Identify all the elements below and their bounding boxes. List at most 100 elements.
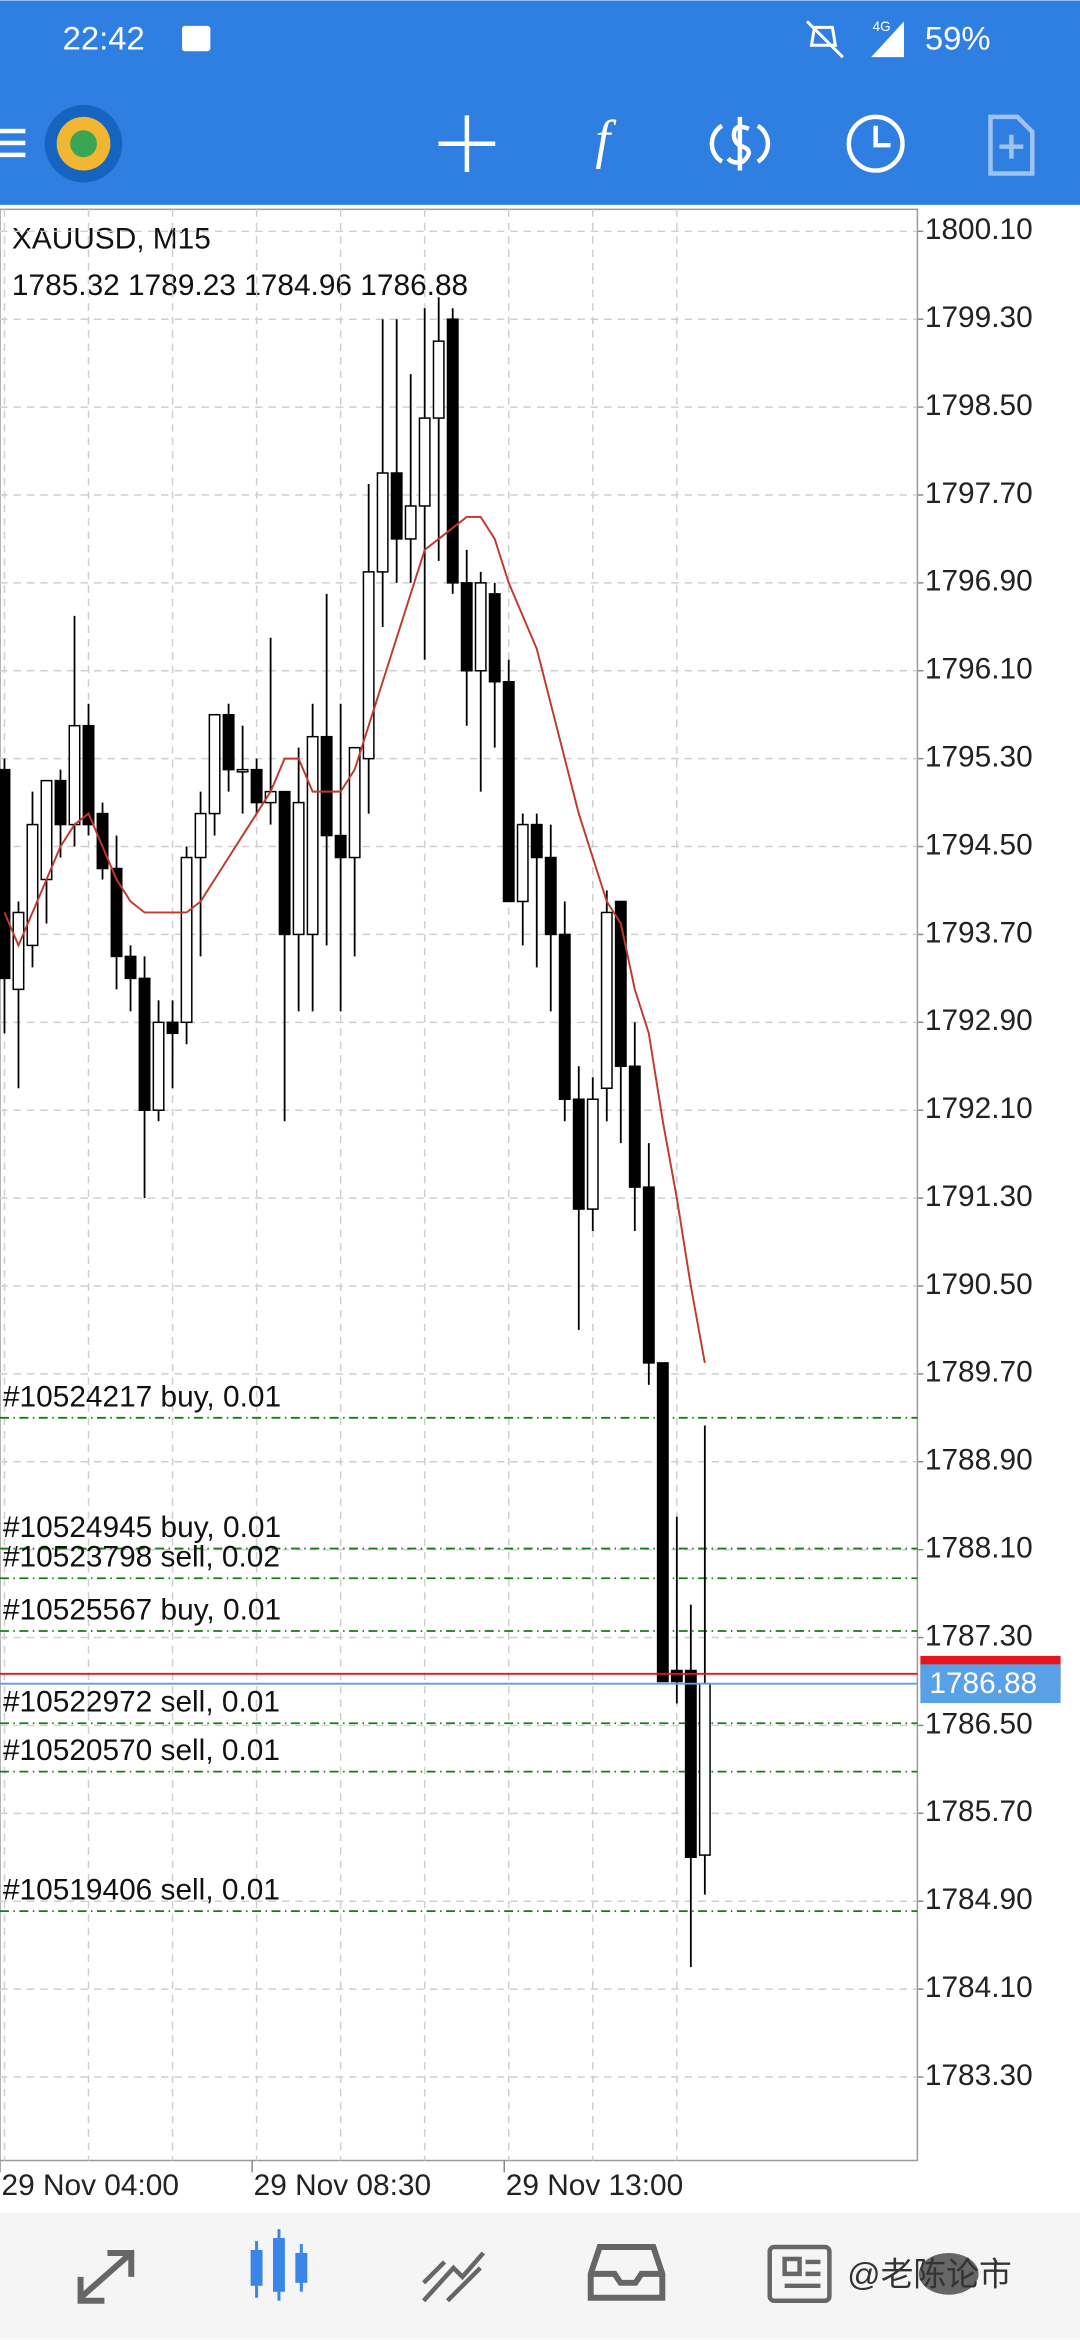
candle-body	[0, 768, 11, 980]
trade-button[interactable]	[709, 116, 771, 171]
x-tick-label: 29 Nov 04:00	[1, 2169, 178, 2202]
history-button[interactable]	[846, 114, 905, 173]
order-label: #10524217 buy, 0.01	[3, 1380, 281, 1413]
candle-body	[334, 834, 347, 859]
order-label: #10525567 buy, 0.01	[3, 1593, 281, 1626]
messages-tab[interactable]	[918, 2252, 979, 2295]
new-order-button[interactable]	[988, 114, 1035, 176]
candle-body	[292, 801, 305, 936]
app-header	[0, 0, 1080, 205]
ohlc-low: 1784.96	[244, 269, 352, 302]
candle-body	[362, 571, 375, 760]
app-logo[interactable]	[44, 104, 123, 183]
candle-body	[68, 724, 81, 826]
candle-body	[222, 713, 235, 771]
candle-body	[530, 823, 543, 859]
candle-body	[642, 1186, 655, 1364]
news-tab[interactable]	[767, 2244, 832, 2303]
ohlc-close: 1786.88	[360, 269, 468, 302]
order-label: #10520570 sell, 0.01	[3, 1734, 280, 1767]
y-tick-label: 1790.50	[925, 1268, 1033, 1301]
candle-body	[474, 582, 487, 672]
candle-body	[628, 1065, 641, 1188]
quotes-tab[interactable]	[77, 2250, 135, 2304]
candle-body	[278, 790, 291, 936]
candle-body	[614, 900, 627, 1068]
crosshair-button[interactable]	[438, 115, 496, 173]
y-tick-label: 1784.90	[925, 1883, 1033, 1916]
x-tick-label: 29 Nov 08:30	[254, 2169, 431, 2202]
candle-body	[586, 1098, 599, 1210]
y-tick-label: 1792.10	[925, 1092, 1033, 1125]
y-tick-label: 1789.70	[925, 1356, 1033, 1389]
candle-body	[110, 867, 123, 958]
trade-tab[interactable]	[421, 2251, 485, 2303]
y-tick-label: 1800.10	[925, 213, 1033, 246]
candle-body	[376, 472, 389, 573]
y-tick-label: 1788.10	[925, 1532, 1033, 1565]
candle-body	[670, 1669, 683, 1683]
candle-body	[26, 823, 39, 947]
candle-body	[208, 713, 221, 815]
gallery-icon	[181, 25, 211, 52]
network-type: 4G	[873, 19, 891, 34]
candle-body	[152, 1021, 165, 1111]
candle-body	[558, 933, 571, 1100]
y-tick-label: 1783.30	[925, 2059, 1033, 2092]
bid-marker	[920, 1664, 1061, 1704]
battery-level: 59%	[925, 19, 991, 56]
chart-title: XAUUSD, M15	[12, 223, 211, 256]
candle-body	[54, 779, 67, 826]
y-tick-label: 1785.70	[925, 1795, 1033, 1828]
candle-body	[82, 724, 95, 826]
y-tick-label: 1791.30	[925, 1180, 1033, 1213]
candle-body	[306, 735, 319, 936]
history-tab[interactable]	[587, 2244, 666, 2301]
order-label: #10524945 buy, 0.01	[3, 1511, 281, 1544]
menu-button[interactable]	[0, 128, 26, 158]
candle-body	[684, 1669, 697, 1859]
candle-body	[166, 1021, 179, 1035]
candle-body	[124, 955, 137, 980]
status-time: 22:42	[63, 19, 145, 56]
candle-body	[600, 911, 613, 1089]
candle-body	[180, 856, 193, 1024]
candle-body	[502, 681, 515, 903]
chart: XAUUSD, M15 1785.32 1789.23 1784.96 1786…	[0, 208, 1061, 2202]
ohlc-open: 1785.32	[12, 269, 120, 302]
watermark: @老陈论市	[847, 2256, 1011, 2293]
plot-frame	[0, 208, 919, 2162]
candle-body	[698, 1682, 711, 1856]
candle-body	[96, 812, 109, 870]
y-tick-label: 1784.10	[925, 1971, 1033, 2004]
candle-body	[320, 735, 333, 837]
ohlc-readout: 1785.32 1789.23 1784.96 1786.88	[12, 269, 468, 302]
mute-icon	[805, 20, 844, 59]
candle-body	[404, 505, 417, 540]
candle-body	[348, 746, 361, 859]
signal-icon	[871, 21, 904, 58]
y-tick-label: 1793.70	[925, 916, 1033, 949]
candle-body	[544, 856, 557, 936]
candle-body	[488, 593, 501, 683]
candle-body	[194, 812, 207, 859]
candle-body	[446, 318, 459, 584]
candle-body	[516, 823, 529, 903]
candle-body	[572, 1098, 585, 1210]
candle-body	[138, 977, 151, 1111]
candle-body	[656, 1362, 669, 1683]
candle-body	[418, 417, 431, 507]
candle-body	[390, 472, 403, 540]
chart-tab[interactable]	[250, 2229, 308, 2301]
candle-body	[250, 768, 263, 804]
order-label: #10522972 sell, 0.01	[3, 1686, 280, 1719]
order-label: #10523798 sell, 0.02	[3, 1541, 280, 1574]
y-tick-label: 1799.30	[925, 301, 1033, 334]
x-tick-label: 29 Nov 13:00	[506, 2169, 683, 2202]
candle-body	[432, 340, 445, 419]
y-tick-label: 1796.10	[925, 653, 1033, 686]
y-tick-label: 1797.70	[925, 477, 1033, 510]
y-tick-label: 1794.50	[925, 828, 1033, 861]
moving-average	[3, 515, 706, 1364]
